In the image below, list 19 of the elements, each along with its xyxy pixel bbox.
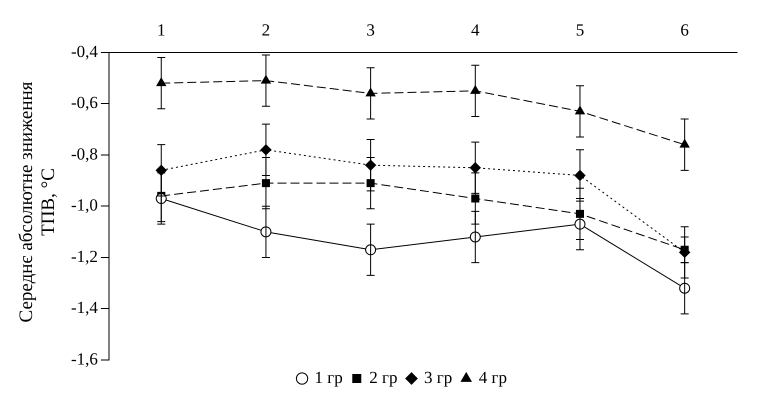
y-tick-label: -1,6	[70, 349, 98, 368]
y-tick-label: -0,4	[70, 42, 98, 61]
y-axis-title: Середнє абсолютне зниження ТПВ, °С	[16, 80, 60, 324]
y-tick-label: -0,8	[70, 144, 98, 164]
legend-label: 4 гр	[478, 368, 507, 387]
y-tick-label: -1,4	[70, 298, 98, 318]
x-tick-label: 2	[262, 20, 270, 40]
legend-label: 3 гр	[424, 368, 452, 387]
point	[680, 246, 689, 254]
legend-label: 1 гр	[314, 368, 343, 387]
x-tick-label: 1	[157, 20, 166, 40]
x-tick-label: 4	[471, 20, 480, 40]
x-tick-label: 3	[366, 20, 375, 40]
y-tick-label: -1,0	[70, 196, 98, 215]
y-tick-label: -0,6	[70, 93, 98, 112]
x-tick-label: 6	[680, 20, 689, 40]
legend-label: 2 гр	[369, 368, 398, 387]
y-tick-label: -1,2	[70, 246, 98, 266]
x-tick-label: 5	[576, 20, 584, 40]
